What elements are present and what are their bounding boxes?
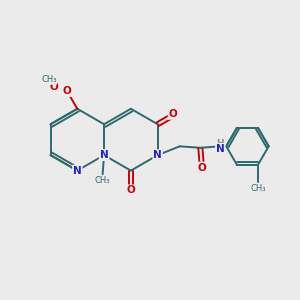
- Text: O: O: [169, 109, 177, 119]
- Text: O: O: [63, 86, 71, 96]
- Text: N: N: [216, 144, 225, 154]
- Text: N: N: [100, 150, 109, 160]
- Text: H: H: [217, 140, 224, 148]
- Text: N: N: [100, 150, 109, 160]
- Text: methoxy: methoxy: [43, 78, 50, 80]
- Text: CH₃: CH₃: [41, 75, 56, 84]
- Text: CH₃: CH₃: [250, 184, 266, 193]
- Text: O: O: [50, 82, 58, 92]
- Text: N: N: [73, 166, 82, 176]
- Text: N: N: [153, 150, 162, 160]
- Text: O: O: [127, 185, 135, 195]
- Text: O: O: [197, 163, 206, 172]
- Text: CH₃: CH₃: [95, 176, 110, 185]
